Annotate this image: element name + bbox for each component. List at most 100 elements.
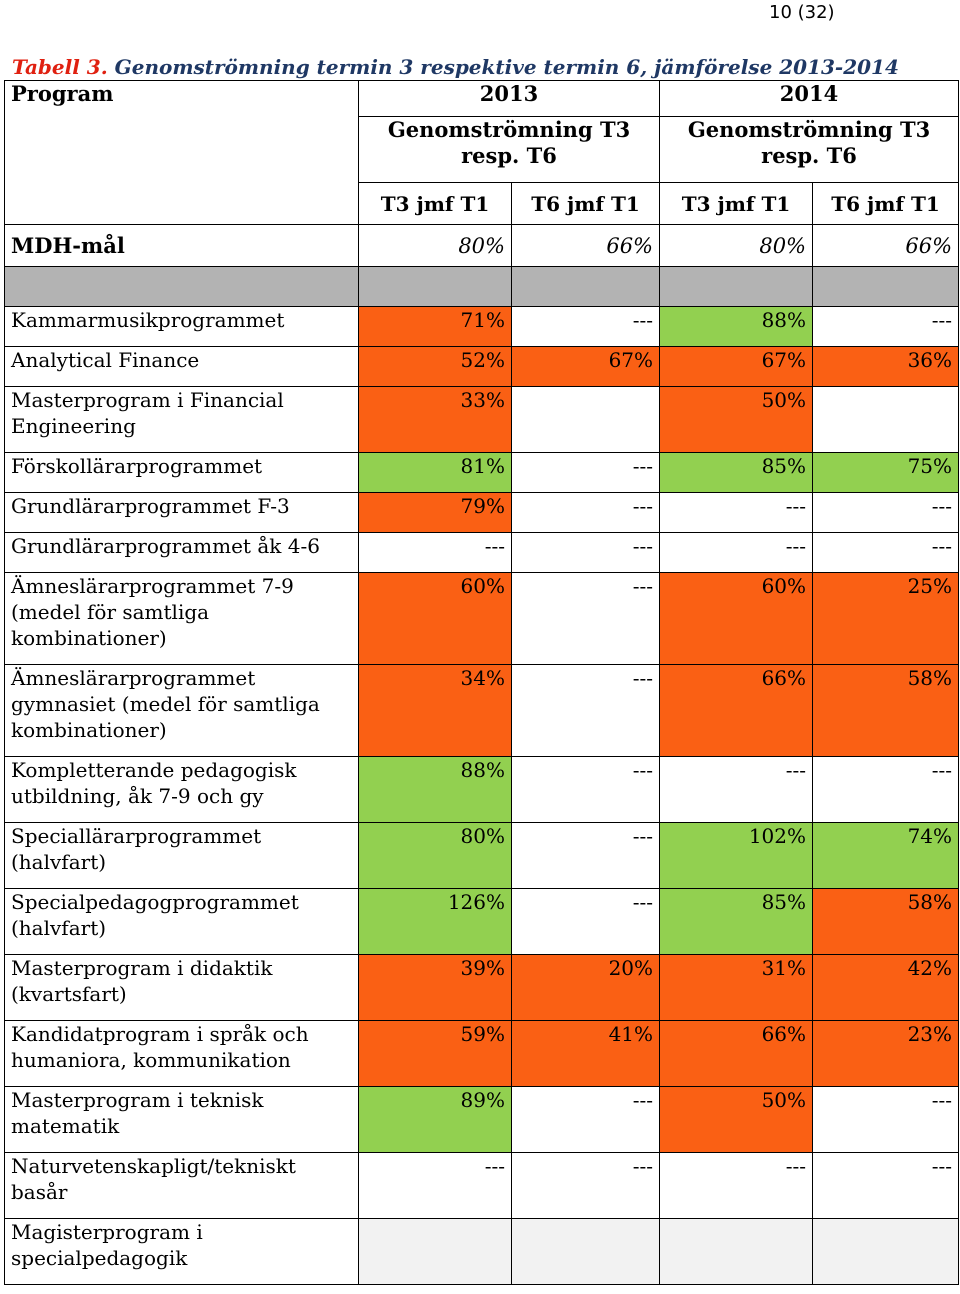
col-header-t3-2013: T3 jmf T1 bbox=[358, 182, 512, 225]
value-cell: 89% bbox=[358, 1086, 512, 1153]
value-cell: --- bbox=[812, 1086, 960, 1153]
mdh-goal-value: 66% bbox=[510, 224, 661, 267]
value-cell: --- bbox=[510, 1152, 661, 1219]
value-cell: --- bbox=[510, 572, 661, 665]
program-name: Kandidatprogram i språk och humaniora, k… bbox=[4, 1020, 359, 1087]
value-cell: 31% bbox=[659, 954, 814, 1021]
year-2013-header: 2013 bbox=[357, 80, 661, 117]
mdh-goal-value: 80% bbox=[358, 224, 512, 267]
mdh-goal-label: MDH-mål bbox=[4, 224, 359, 267]
value-cell: --- bbox=[510, 756, 661, 823]
caption-text: Genomströmning termin 3 respektive termi… bbox=[107, 55, 899, 79]
program-name: Grundlärarprogrammet åk 4-6 bbox=[4, 532, 359, 573]
program-name: Speciallärarprogrammet (halvfart) bbox=[4, 822, 359, 889]
value-cell: 126% bbox=[358, 888, 512, 955]
value-cell: --- bbox=[510, 888, 661, 955]
page-number: 10 (32) bbox=[769, 2, 835, 23]
separator-cell bbox=[358, 266, 512, 307]
value-cell: 41% bbox=[510, 1020, 661, 1087]
value-cell: 88% bbox=[659, 306, 814, 347]
value-cell: 36% bbox=[812, 346, 960, 387]
value-cell: --- bbox=[510, 306, 661, 347]
value-cell: 59% bbox=[358, 1020, 512, 1087]
mdh-goal-value: 66% bbox=[812, 224, 960, 267]
separator-cell bbox=[4, 266, 359, 307]
value-cell: --- bbox=[812, 756, 960, 823]
value-cell: 20% bbox=[510, 954, 661, 1021]
value-cell: 39% bbox=[358, 954, 512, 1021]
table-row: Kandidatprogram i språk och humaniora, k… bbox=[4, 1020, 960, 1087]
program-name: Ämneslärarprogrammet gymnasiet (medel fö… bbox=[4, 664, 359, 757]
value-cell: 50% bbox=[659, 1086, 814, 1153]
value-cell: 67% bbox=[659, 346, 814, 387]
program-name: Masterprogram i didaktik (kvartsfart) bbox=[4, 954, 359, 1021]
value-cell: --- bbox=[659, 756, 814, 823]
program-header: Program bbox=[4, 80, 359, 225]
table-row: Speciallärarprogrammet (halvfart) 80% --- 1… bbox=[4, 822, 960, 889]
separator-cell bbox=[510, 266, 661, 307]
throughput-2014-header: Genomströmning T3 resp. T6 bbox=[659, 116, 960, 183]
throughput-2013-header: Genomströmning T3 resp. T6 bbox=[357, 116, 661, 183]
program-name: Masterprogram i teknisk matematik bbox=[4, 1086, 359, 1153]
program-name: Magisterprogram i specialpedagogik bbox=[4, 1218, 359, 1285]
value-cell bbox=[812, 1218, 960, 1285]
value-cell: 81% bbox=[358, 452, 512, 493]
col-header-t6-2013: T6 jmf T1 bbox=[510, 182, 661, 225]
value-cell: --- bbox=[659, 492, 814, 533]
value-cell: 58% bbox=[812, 664, 960, 757]
value-cell: 25% bbox=[812, 572, 960, 665]
value-cell: 67% bbox=[510, 346, 661, 387]
table-row: Masterprogram i didaktik (kvartsfart) 39%… bbox=[4, 954, 960, 1021]
value-cell: --- bbox=[510, 1086, 661, 1153]
value-cell: 33% bbox=[358, 386, 512, 453]
table-row: Kammarmusikprogrammet 71% --- 88% --- bbox=[4, 306, 960, 347]
value-cell: 34% bbox=[358, 664, 512, 757]
table-row: Naturvetenskapligt/tekniskt basår --- --- -… bbox=[4, 1152, 960, 1219]
value-cell: 79% bbox=[358, 492, 512, 533]
table-row: Analytical Finance 52% 67% 67% 36% bbox=[4, 346, 960, 387]
value-cell: 75% bbox=[812, 452, 960, 493]
value-cell: --- bbox=[358, 532, 512, 573]
col-header-t6-2014: T6 jmf T1 bbox=[812, 182, 960, 225]
value-cell: --- bbox=[510, 664, 661, 757]
program-name: Förskollärarprogrammet bbox=[4, 452, 359, 493]
table-row: Specialpedagogprogrammet (halvfart) 126% -… bbox=[4, 888, 960, 955]
table-row: Ämneslärarprogrammet gymnasiet (medel fö… bbox=[4, 664, 960, 757]
program-name: Specialpedagogprogrammet (halvfart) bbox=[4, 888, 359, 955]
value-cell: 71% bbox=[358, 306, 512, 347]
table-row: Magisterprogram i specialpedagogik bbox=[4, 1218, 960, 1285]
program-name: Grundlärarprogrammet F-3 bbox=[4, 492, 359, 533]
value-cell: --- bbox=[358, 1152, 512, 1219]
value-cell: 58% bbox=[812, 888, 960, 955]
value-cell: 85% bbox=[659, 452, 814, 493]
value-cell: 42% bbox=[812, 954, 960, 1021]
value-cell: --- bbox=[812, 492, 960, 533]
value-cell: --- bbox=[510, 452, 661, 493]
program-name: Kammarmusikprogrammet bbox=[4, 306, 359, 347]
program-name: Analytical Finance bbox=[4, 346, 359, 387]
value-cell bbox=[510, 386, 661, 453]
value-cell: 66% bbox=[659, 664, 814, 757]
value-cell: 102% bbox=[659, 822, 814, 889]
value-cell: --- bbox=[812, 532, 960, 573]
value-cell: --- bbox=[510, 822, 661, 889]
table-row: Grundlärarprogrammet F-3 79% --- --- --- bbox=[4, 492, 960, 533]
table-caption: Tabell 3. Genomströmning termin 3 respek… bbox=[12, 55, 952, 79]
value-cell: 74% bbox=[812, 822, 960, 889]
value-cell: 50% bbox=[659, 386, 814, 453]
value-cell: 80% bbox=[358, 822, 512, 889]
value-cell: 66% bbox=[659, 1020, 814, 1087]
value-cell: 60% bbox=[659, 572, 814, 665]
value-cell: 85% bbox=[659, 888, 814, 955]
year-2014-header: 2014 bbox=[659, 80, 960, 117]
value-cell: 88% bbox=[358, 756, 512, 823]
table-row: Förskollärarprogrammet 81% --- 85% 75% bbox=[4, 452, 960, 493]
value-cell bbox=[812, 386, 960, 453]
value-cell: --- bbox=[510, 492, 661, 533]
table-row: Masterprogram i Financial Engineering 33%… bbox=[4, 386, 960, 453]
table-row: Kompletterande pedagogisk utbildning, åk… bbox=[4, 756, 960, 823]
value-cell: --- bbox=[812, 1152, 960, 1219]
table-row: Ämneslärarprogrammet 7-9 (medel för samt… bbox=[4, 572, 960, 665]
table-row: Grundlärarprogrammet åk 4-6 --- --- --- --- bbox=[4, 532, 960, 573]
caption-label: Tabell 3. bbox=[12, 55, 108, 79]
